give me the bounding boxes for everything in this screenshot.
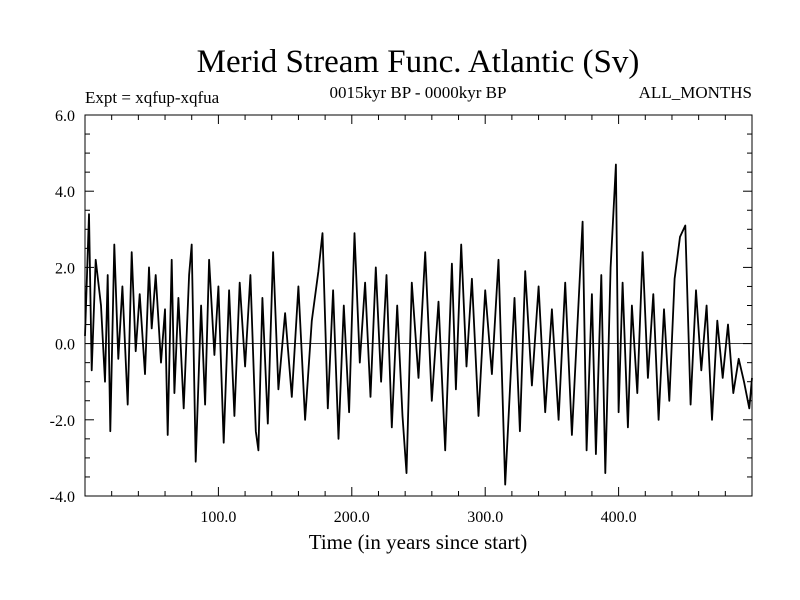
y-tick-label: -2.0: [50, 413, 75, 430]
y-tick-label: 6.0: [55, 108, 75, 125]
data-series: [84, 163, 753, 486]
x-tick-label: 300.0: [467, 509, 503, 526]
chart-subtitle-center: 0015kyr BP - 0000kyr BP: [330, 83, 507, 102]
x-axis-label: Time (in years since start): [309, 530, 528, 554]
series-line: [84, 163, 753, 486]
chart-subtitle-left: Expt = xqfup-xqfua: [85, 88, 220, 107]
y-tick-label: 0.0: [55, 337, 75, 354]
chart-title: Merid Stream Func. Atlantic (Sv): [197, 44, 640, 80]
x-tick-label: 200.0: [334, 509, 370, 526]
x-tick-label: 100.0: [200, 509, 236, 526]
x-tick-label: 400.0: [601, 509, 637, 526]
ticks: -4.0 -2.0 0.0 2.0 4.0 6.0 100.0 200.0 300.0 400.0: [50, 108, 752, 526]
y-tick-label: -4.0: [50, 489, 75, 506]
chart-subtitle-right: ALL_MONTHS: [639, 83, 752, 102]
y-tick-label: 2.0: [55, 260, 75, 277]
y-tick-label: 4.0: [55, 184, 75, 201]
